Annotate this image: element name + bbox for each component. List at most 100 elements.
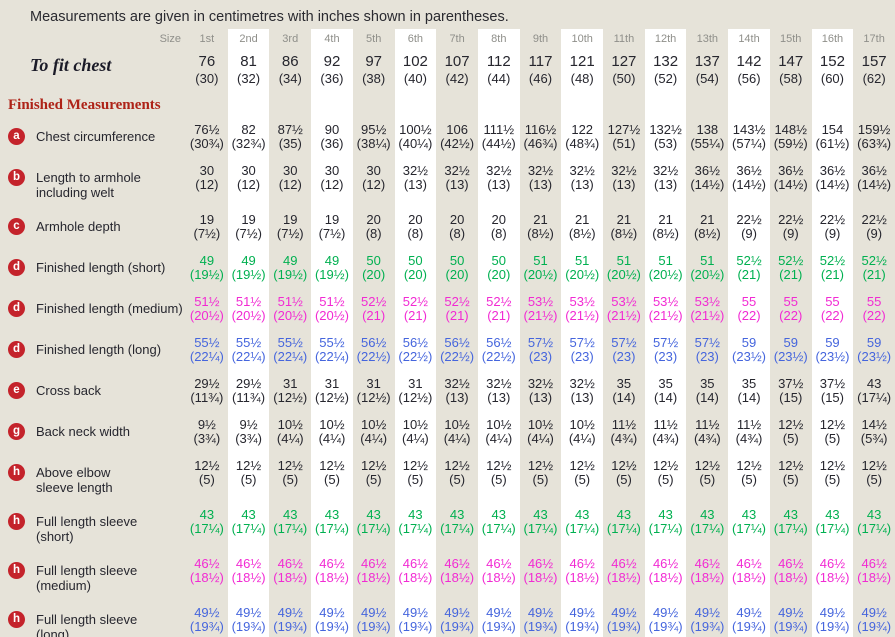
row-label-cell: b Length to armhole including welt	[0, 158, 186, 207]
to-fit-chest-text: To fit chest	[30, 55, 112, 75]
in-value: (23)	[528, 349, 553, 364]
row-label: Cross back	[36, 383, 102, 398]
measurement-value: 51 (20½)	[644, 248, 687, 289]
measurement-value: 22½ (9)	[728, 207, 770, 248]
cm-value: 12½	[819, 417, 846, 432]
in-value: (61½)	[815, 136, 850, 151]
cm-value: 51	[700, 253, 715, 268]
measurement-value: 46½ (18½)	[436, 551, 478, 600]
cm-value: 20	[449, 212, 465, 227]
measurement-value: 51½ (20½)	[311, 289, 353, 330]
cm-value: 12½	[361, 458, 387, 473]
in-value: (17¼)	[648, 521, 683, 536]
in-value: (18½)	[356, 570, 391, 585]
cm-value: 12½	[611, 458, 637, 473]
cm-value: 32½	[569, 376, 595, 391]
cm-value: 56½	[444, 335, 470, 350]
measurement-value: 49½ (19¾)	[520, 600, 562, 637]
cm-value: 12½	[277, 458, 303, 473]
measurement-value: 50 (20)	[436, 248, 478, 289]
in-value: (15)	[820, 390, 844, 405]
in-value: (9)	[866, 226, 883, 241]
row-badge: e	[8, 382, 25, 399]
measurement-value: 10½ (4¼)	[353, 412, 395, 453]
cm-value: 52½	[402, 294, 429, 309]
in-value: (12)	[362, 177, 386, 192]
in-value: (57¼)	[732, 136, 766, 151]
to-fit-cm: 137	[694, 53, 720, 70]
in-value: (20½)	[606, 267, 641, 282]
cm-value: 10½	[361, 417, 387, 432]
measurement-value: 35 (14)	[686, 371, 728, 412]
measurement-value: 32½ (13)	[520, 158, 562, 207]
to-fit-in: (40)	[403, 71, 427, 86]
measurement-value: 52½ (21)	[811, 248, 854, 289]
row-badge: c	[8, 218, 25, 235]
in-value: (4¼)	[318, 431, 346, 446]
in-value: (19¾)	[815, 619, 850, 634]
cm-value: 32½	[611, 163, 637, 178]
section-spacer	[561, 92, 604, 117]
measurement-value: 59 (23½)	[811, 330, 854, 371]
in-value: (20½)	[189, 308, 224, 323]
to-fit-in: (62)	[862, 71, 886, 86]
cm-value: 57½	[527, 335, 554, 350]
measurement-value: 55½ (22¼)	[311, 330, 353, 371]
in-value: (20½)	[231, 308, 266, 323]
measurement-value: 57½ (23)	[603, 330, 645, 371]
cm-value: 46½	[611, 556, 637, 571]
size-col-header: 11th	[613, 33, 635, 45]
cm-value: 46½	[569, 556, 595, 571]
cm-value: 111½	[483, 122, 515, 137]
to-fit-in: (54)	[695, 71, 719, 86]
measurement-value: 116½ (46¾)	[520, 117, 562, 158]
cm-value: 52½	[819, 253, 846, 268]
in-value: (5)	[365, 472, 382, 487]
measurement-value: 32½ (13)	[477, 158, 520, 207]
measurement-value: 12½ (5)	[770, 453, 812, 502]
measurement-value: 20 (8)	[477, 207, 520, 248]
in-value: (17¼)	[481, 521, 516, 536]
cm-value: 55	[783, 294, 798, 309]
measurement-value: 46½ (18½)	[853, 551, 895, 600]
cm-value: 106	[446, 122, 468, 137]
in-value: (4¼)	[360, 431, 388, 446]
cm-value: 46½	[361, 556, 387, 571]
section-spacer	[353, 92, 395, 117]
in-value: (40¼)	[398, 136, 433, 151]
in-value: (5)	[782, 431, 799, 446]
cm-value: 51	[658, 253, 673, 268]
cm-value: 35	[616, 376, 632, 391]
row-label-cell: d Finished length (short)	[0, 248, 186, 289]
measurement-value: 12½ (5)	[227, 453, 270, 502]
to-fit-cm: 132	[653, 53, 679, 70]
to-fit-cm: 86	[281, 53, 299, 70]
in-value: (8)	[365, 226, 382, 241]
measurement-value: 57½ (23)	[686, 330, 728, 371]
section-spacer	[686, 92, 728, 117]
measurement-value: 111½ (44½)	[477, 117, 520, 158]
size-col-header: 9th	[532, 33, 549, 45]
measurement-value: 19 (7½)	[269, 207, 311, 248]
measurement-value: 31 (12½)	[311, 371, 353, 412]
cm-value: 46½	[861, 556, 887, 571]
row-label: Full length sleeve (medium)	[36, 563, 138, 593]
measurement-value: 30 (12)	[227, 158, 270, 207]
row-label: Chest circumference	[36, 129, 156, 144]
cm-value: 19	[324, 212, 340, 227]
in-value: (59½)	[773, 136, 808, 151]
in-value: (22¼)	[273, 349, 308, 364]
section-spacer	[436, 92, 478, 117]
measurement-value: 57½ (23)	[561, 330, 604, 371]
cm-value: 22½	[819, 212, 846, 227]
in-value: (5)	[699, 472, 716, 487]
cm-value: 12½	[778, 417, 804, 432]
cm-value: 59	[825, 335, 840, 350]
in-value: (5)	[240, 472, 257, 487]
measurement-value: 154 (61½)	[811, 117, 854, 158]
cm-value: 154	[821, 122, 844, 137]
in-value: (4¼)	[568, 431, 596, 446]
in-value: (3¾)	[235, 431, 262, 446]
in-value: (17¼)	[565, 521, 600, 536]
